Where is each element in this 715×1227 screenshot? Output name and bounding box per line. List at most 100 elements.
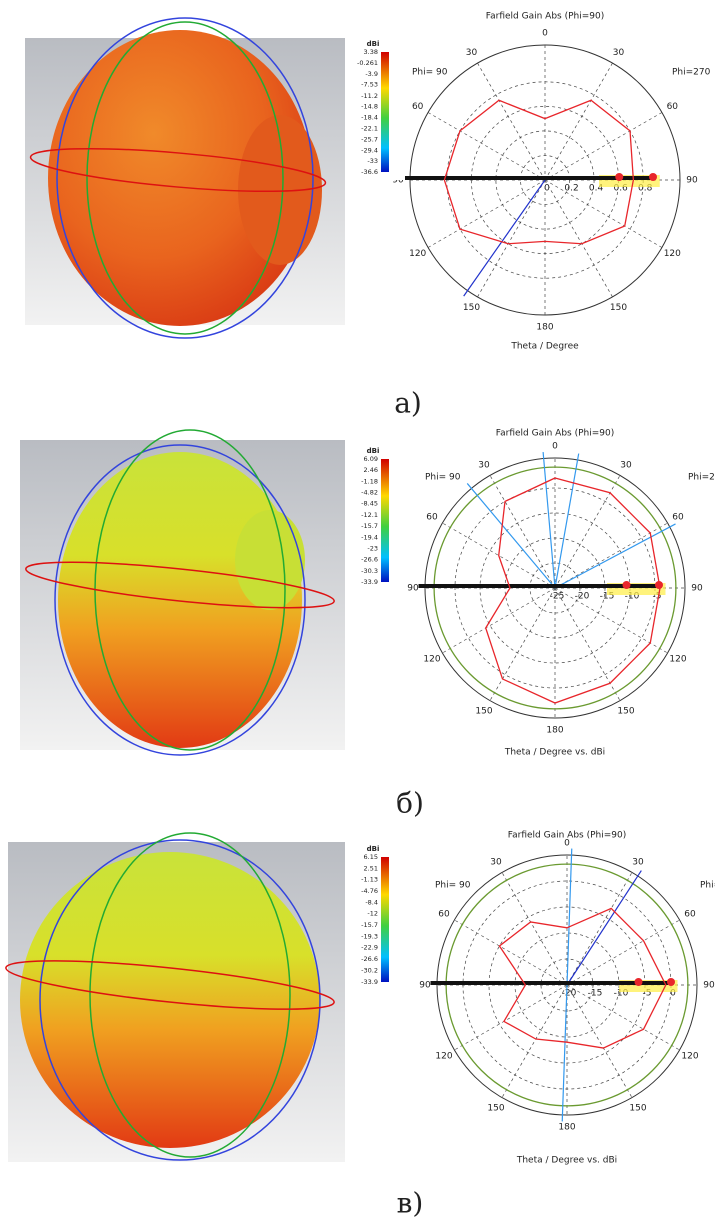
angle-tick-label: 30 <box>478 461 490 471</box>
colorbar-tick-label: -26.6 <box>361 556 378 564</box>
r-tick-label: -15 <box>588 989 603 999</box>
spoke <box>478 180 546 297</box>
angle-tick-label: 180 <box>558 1123 575 1133</box>
colorbar-tick-label: -30.3 <box>361 567 378 575</box>
left-label: Phi= 90 <box>435 881 471 891</box>
marker-line <box>567 849 572 985</box>
angle-tick-label: 120 <box>423 655 440 665</box>
caption: б) <box>396 787 424 820</box>
angle-tick-label: 90 <box>691 584 703 594</box>
angle-tick-label: 60 <box>684 910 696 920</box>
colorbar-tick-label: -7.53 <box>361 81 378 89</box>
spoke <box>478 63 546 180</box>
colorbar-tick-label: -12 <box>367 910 378 918</box>
x-axis-label: Theta / Degree vs. dBi <box>516 1156 617 1166</box>
marker-line <box>555 524 676 588</box>
colorbar-tick-label: -33.9 <box>361 978 378 986</box>
colorbar-tick-label: -19.3 <box>361 932 378 940</box>
render-a <box>25 18 345 338</box>
marker-dot <box>655 581 663 589</box>
colorbar-tick-label: -23 <box>367 544 378 552</box>
colorbar-tick-label: -14.8 <box>361 103 378 111</box>
colorbar-tick-label: -33.9 <box>361 578 378 586</box>
angle-tick-label: 120 <box>681 1052 698 1062</box>
x-axis-label: Theta / Degree <box>510 342 579 352</box>
marker-line <box>555 454 579 588</box>
chart-title: Farfield Gain Abs (Phi=90) <box>486 12 604 22</box>
angle-tick-label: 0 <box>564 839 570 849</box>
colorbar-tick-label: -15.7 <box>361 522 378 530</box>
colorbar-tick-label: 2.51 <box>364 864 378 872</box>
chart-title: Farfield Gain Abs (Phi=90) <box>496 429 614 439</box>
angle-tick-label: 120 <box>664 249 681 259</box>
marker-dot <box>623 581 631 589</box>
colorbar-tick-label: -11.2 <box>361 92 378 100</box>
angle-tick-label: 30 <box>620 461 632 471</box>
angle-tick-label: 150 <box>487 1103 504 1113</box>
x-axis-label: Theta / Degree vs. dBi <box>504 748 605 758</box>
marker-dot <box>649 173 657 181</box>
colorbar-title: dBi <box>367 845 380 853</box>
gain-curve <box>444 100 633 243</box>
spoke <box>490 475 555 588</box>
angle-tick-label: 0 <box>542 29 548 39</box>
angle-tick-label: 120 <box>409 249 426 259</box>
colorbar-tick-label: -1.13 <box>361 876 378 884</box>
angle-tick-label: 90 <box>407 584 419 594</box>
colorbar <box>381 857 389 982</box>
gain-curve <box>499 908 665 1048</box>
left-label: Phi= 90 <box>412 68 448 78</box>
spoke <box>428 113 545 181</box>
spoke <box>442 588 555 653</box>
colorbar-tick-label: -15.7 <box>361 921 378 929</box>
colorbar-tick-label: 6.09 <box>364 455 378 463</box>
colorbar-tick-label: -30.2 <box>361 966 378 974</box>
angle-tick-label: 30 <box>490 858 502 868</box>
colorbar-tick-label: -3.9 <box>365 70 378 78</box>
angle-tick-label: 90 <box>419 981 431 991</box>
spoke <box>454 920 567 985</box>
colorbar-tick-label: -8.4 <box>365 898 378 906</box>
colorbar <box>381 52 389 172</box>
spoke <box>567 872 632 985</box>
colorbar-tick-label: -25.7 <box>361 135 378 143</box>
spoke <box>567 985 632 1098</box>
colorbar-tick-label: -29.4 <box>361 146 378 154</box>
angle-tick-label: 120 <box>669 655 686 665</box>
colorbar-tick-label: -22.1 <box>361 124 378 132</box>
colorbar-tick-label: -33 <box>367 157 378 165</box>
colorbar-tick-label: -18.4 <box>361 113 378 121</box>
angle-tick-label: 60 <box>672 513 684 523</box>
figure: Farfield Gain Abs (Phi=90) Theta / Degree… <box>0 0 715 1227</box>
angle-tick-label: 150 <box>617 706 634 716</box>
r-tick-label: -20 <box>575 592 590 602</box>
angle-tick-label: 90 <box>686 176 698 186</box>
colorbar-tick-label: -26.6 <box>361 955 378 963</box>
colorbar-tick-label: 6.15 <box>364 853 378 861</box>
angle-tick-label: 150 <box>463 303 480 313</box>
angle-tick-label: 60 <box>412 102 424 112</box>
r-tick-label: 0.2 <box>564 184 578 194</box>
render-b <box>20 430 345 755</box>
colorbar-tick-label: -36.6 <box>361 168 378 176</box>
spoke <box>502 872 567 985</box>
colorbar-tick-label: -1.18 <box>361 477 378 485</box>
colorbar-tick-label: -4.76 <box>361 887 378 895</box>
right-label: Phi=270 <box>688 473 715 483</box>
colorbar-tick-label: -19.4 <box>361 533 378 541</box>
marker-line <box>464 180 545 296</box>
colorbar-tick-label: -0.261 <box>357 59 378 67</box>
colorbar <box>381 459 389 582</box>
angle-tick-label: 30 <box>613 48 625 58</box>
angle-tick-label: 60 <box>438 910 450 920</box>
marker-dot <box>615 173 623 181</box>
marker-dot <box>667 978 675 986</box>
colorbar-tick-label: 2.46 <box>364 466 378 474</box>
angle-tick-label: 60 <box>667 102 679 112</box>
colorbar-tick-label: -12.1 <box>361 511 378 519</box>
spoke <box>545 180 613 297</box>
render-c <box>4 833 345 1162</box>
angle-tick-label: 150 <box>475 706 492 716</box>
colorbar-tick-label: -8.45 <box>361 500 378 508</box>
marker-dot <box>635 978 643 986</box>
